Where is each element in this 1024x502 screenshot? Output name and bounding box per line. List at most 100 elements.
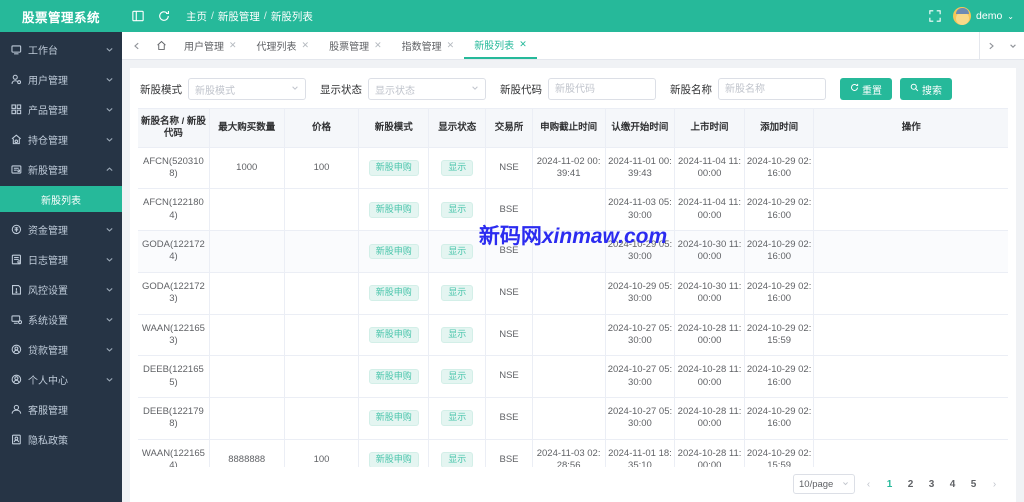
tab-2[interactable]: 股票管理 ✕	[319, 32, 392, 59]
chevron-down-icon	[471, 84, 479, 95]
close-icon[interactable]: ✕	[446, 40, 455, 50]
content-area: 新股模式 新股模式 显示状态 显示状态 新股	[122, 60, 1024, 502]
mode-tag[interactable]: 新股申购	[368, 410, 419, 427]
mode-tag[interactable]: 新股申购	[368, 368, 419, 385]
filter-select-status[interactable]: 显示状态	[368, 78, 486, 100]
refresh-icon[interactable]	[156, 8, 172, 24]
status-badge[interactable]: 显示	[441, 452, 474, 467]
sidebar-item-5[interactable]: 资金管理	[0, 216, 122, 242]
sidebar-item-10[interactable]: 个人中心	[0, 366, 122, 392]
close-icon[interactable]: ✕	[229, 40, 237, 50]
breadcrumb: 主页 / 新股管理 / 新股列表	[186, 9, 313, 24]
cell-name: DEEB(1221655)	[138, 355, 210, 398]
reset-button[interactable]: 重置	[840, 78, 892, 100]
mode-tag[interactable]: 新股申购	[368, 452, 419, 467]
tab-1[interactable]: 代理列表 ✕	[247, 32, 320, 59]
sidebar-item-label: 工作台	[28, 45, 58, 57]
mode-tag[interactable]: 新股申购	[368, 201, 419, 218]
sidebar-item-11[interactable]: 客服管理	[0, 396, 122, 422]
breadcrumb-item-1[interactable]: 新股管理	[217, 10, 260, 23]
cell-deadline: 2024-11-03 02:28:56	[531, 439, 606, 467]
cell-max_qty	[208, 397, 285, 440]
filter-input-code[interactable]	[548, 78, 656, 100]
sidebar-item-3[interactable]: 持仓管理	[0, 126, 122, 152]
cell-price: 100	[283, 147, 359, 190]
sidebar-item-7[interactable]: 风控设置	[0, 276, 122, 302]
search-button[interactable]: 搜索	[900, 78, 952, 100]
pagination-prev[interactable]: ‹	[866, 478, 871, 490]
cell-mode: 新股申购	[358, 272, 429, 315]
sidebar-subitem-new-stock-list[interactable]: 新股列表	[0, 186, 122, 212]
collapse-menu-icon[interactable]	[130, 8, 146, 24]
pagination-page-3[interactable]: 3	[928, 478, 935, 490]
cell-exchange: BSE	[485, 439, 533, 467]
sidebar-item-1[interactable]: 用户管理	[0, 66, 122, 92]
breadcrumb-item-0[interactable]: 主页	[186, 10, 207, 23]
cell-listing: 2024-10-28 11:00:00	[674, 439, 745, 467]
page-size-select[interactable]: 10/page	[793, 474, 855, 494]
home-tab-icon[interactable]	[148, 32, 174, 60]
status-badge[interactable]: 显示	[441, 410, 474, 427]
pagination-next[interactable]: ›	[992, 478, 997, 490]
tab-3[interactable]: 指数管理 ✕	[392, 32, 465, 59]
status-badge[interactable]: 显示	[441, 201, 474, 218]
sidebar-item-8[interactable]: 系统设置	[0, 306, 122, 332]
tabs-scroll-right-icon[interactable]	[980, 32, 1002, 60]
status-badge[interactable]: 显示	[441, 243, 474, 260]
close-icon[interactable]: ✕	[374, 40, 382, 50]
chevron-down-icon	[105, 375, 114, 384]
cell-deadline	[531, 230, 606, 273]
sidebar-item-6[interactable]: 日志管理	[0, 246, 122, 272]
sidebar-item-label: 系统设置	[28, 315, 68, 327]
cell-name: AFCN(1221804)	[138, 188, 210, 232]
table-body: AFCN(5203108) 1000 100 新股申购 显示 NSE 2024-11-02 …	[138, 147, 1008, 467]
cell-deadline	[531, 355, 606, 398]
chevron-down-icon	[105, 285, 114, 294]
user-menu[interactable]: demo ⌄	[953, 7, 1014, 25]
cell-added: 2024-10-29 02:16:00	[743, 147, 814, 190]
filter-group-name: 新股名称	[670, 78, 826, 100]
cell-deadline: 2024-11-02 00:39:41	[531, 147, 606, 190]
cell-price: 100	[283, 439, 359, 467]
pagination-page-4[interactable]: 4	[949, 478, 956, 490]
fullscreen-icon[interactable]	[927, 8, 943, 24]
close-icon[interactable]: ✕	[519, 39, 527, 49]
column-header-0: 新股名称 / 新股代码	[138, 108, 210, 148]
status-badge[interactable]: 显示	[441, 285, 474, 301]
sidebar-item-12[interactable]: 隐私政策	[0, 426, 122, 452]
tab-0[interactable]: 用户管理 ✕	[174, 32, 247, 59]
filter-select-mode[interactable]: 新股模式	[188, 78, 306, 100]
table-header-row: 新股名称 / 新股代码 最大购买数量 价格 新股模式 显示状态 交易所 申购截止时间 认缴开始…	[138, 108, 1008, 148]
sidebar-item-4[interactable]: 新股管理	[0, 156, 122, 182]
filter-input-name[interactable]	[718, 78, 826, 100]
mode-tag[interactable]: 新股申购	[368, 160, 419, 176]
mode-tag[interactable]: 新股申购	[368, 327, 419, 343]
column-header-8: 上市时间	[674, 108, 745, 148]
breadcrumb-item-2[interactable]: 新股列表	[270, 10, 313, 23]
chevron-down-icon	[105, 105, 114, 114]
cell-listing: 2024-10-28 11:00:00	[674, 355, 745, 398]
cell-status: 显示	[428, 230, 486, 273]
filter-select-status-value: 显示状态	[375, 85, 415, 97]
column-header-2: 价格	[283, 108, 359, 148]
status-badge[interactable]: 显示	[441, 368, 474, 385]
sidebar-item-0[interactable]: 工作台	[0, 36, 122, 62]
tab-4[interactable]: 新股列表 ✕	[464, 32, 537, 59]
mode-tag[interactable]: 新股申购	[368, 243, 419, 260]
sidebar-item-9[interactable]: 贷款管理	[0, 336, 122, 362]
cell-status: 显示	[428, 147, 486, 190]
status-badge[interactable]: 显示	[441, 160, 474, 176]
sidebar-item-2[interactable]: 产品管理	[0, 96, 122, 122]
profile-icon	[10, 373, 22, 385]
pagination-page-5[interactable]: 5	[970, 478, 977, 490]
column-header-10: 操作	[813, 108, 1008, 148]
pagination-page-1[interactable]: 1	[886, 478, 893, 490]
sidebar-item-label: 产品管理	[28, 105, 68, 117]
tabs-scroll-left-icon[interactable]	[126, 32, 148, 60]
cell-max_qty	[208, 355, 285, 398]
tabs-dropdown-icon[interactable]	[1002, 32, 1024, 60]
close-icon[interactable]: ✕	[301, 40, 310, 50]
status-badge[interactable]: 显示	[441, 327, 474, 343]
mode-tag[interactable]: 新股申购	[368, 285, 419, 301]
pagination-page-2[interactable]: 2	[907, 478, 914, 490]
